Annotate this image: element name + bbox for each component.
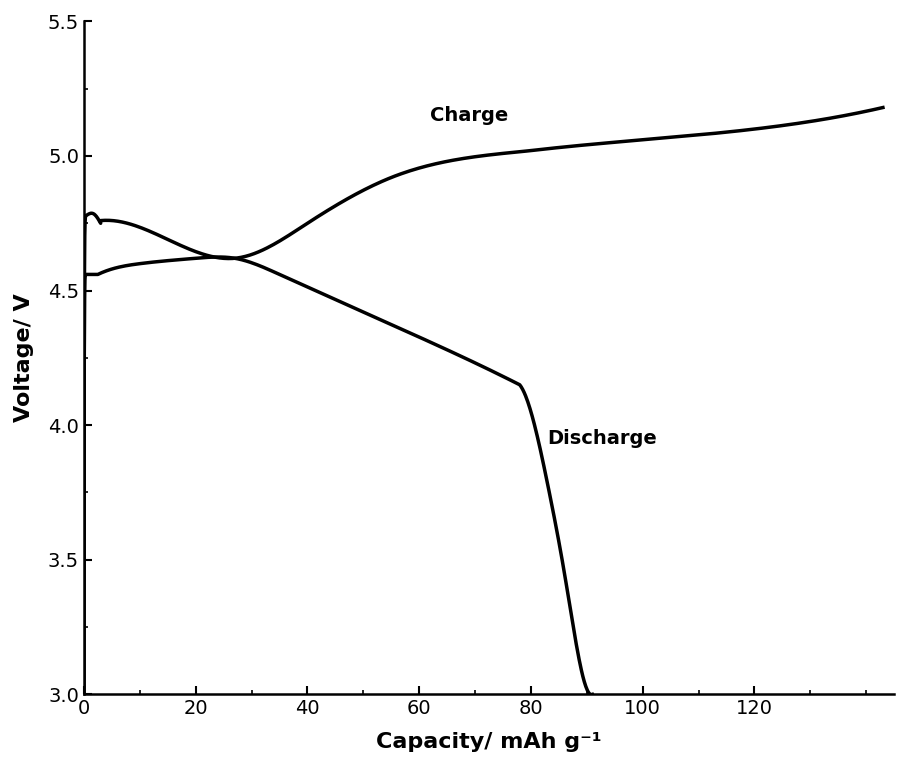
X-axis label: Capacity/ mAh g⁻¹: Capacity/ mAh g⁻¹ (376, 732, 602, 752)
Text: Discharge: Discharge (548, 429, 657, 448)
Y-axis label: Voltage/ V: Voltage/ V (14, 293, 34, 422)
Text: Charge: Charge (430, 106, 508, 125)
